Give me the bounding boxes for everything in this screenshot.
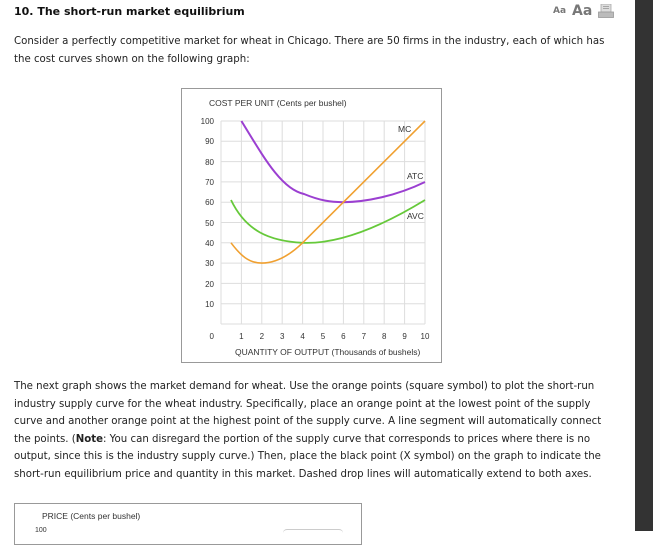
svg-text:2: 2 — [260, 332, 265, 341]
increase-font-button[interactable]: Aa — [572, 3, 593, 19]
svg-text:6: 6 — [341, 332, 346, 341]
price-axis-label: PRICE (Cents per bushel) — [42, 511, 141, 521]
printer-icon[interactable] — [598, 4, 615, 18]
atc-label: ATC — [407, 171, 423, 181]
atc-curve — [240, 120, 426, 204]
svg-text:70: 70 — [205, 178, 214, 187]
instruction-line: curve and another orange point at the hi… — [14, 416, 602, 427]
x-axis-label: QUANTITY OF OUTPUT (Thousands of bushels… — [235, 347, 420, 357]
avc-curve — [230, 199, 426, 244]
svg-text:90: 90 — [205, 137, 214, 146]
svg-text:30: 30 — [205, 259, 214, 268]
x-axis-ticks: 1 2 3 4 5 6 7 8 9 10 — [239, 332, 430, 341]
instruction-line: short-run equilibrium price and quantity… — [14, 468, 592, 480]
svg-text:60: 60 — [205, 198, 214, 207]
decrease-font-button[interactable]: Aa — [553, 6, 567, 16]
scrollbar-panel[interactable] — [635, 0, 653, 531]
intro-line: the cost curves shown on the following g… — [14, 53, 250, 65]
svg-text:7: 7 — [362, 332, 367, 341]
main-content: 10. The short-run market equilibrium Aa … — [14, 3, 615, 545]
note-label: Note — [75, 433, 104, 445]
y-axis-label: COST PER UNIT (Cents per bushel) — [209, 98, 347, 108]
svg-text:80: 80 — [205, 158, 214, 167]
question-title: 10. The short-run market equilibrium — [14, 5, 245, 18]
svg-text:40: 40 — [205, 239, 214, 248]
svg-text:100: 100 — [201, 117, 215, 126]
instruction-line: the points. (Note: You can disregard the… — [14, 433, 591, 445]
svg-text:8: 8 — [382, 332, 387, 341]
svg-text:0: 0 — [210, 332, 215, 341]
cost-curves-graph: MC ATC AVC 100 90 80 70 60 50 40 30 20 1… — [181, 88, 442, 363]
instruction-line: industry supply curve for the wheat indu… — [14, 398, 591, 410]
intro-line: Consider a perfectly competitive market … — [14, 36, 605, 47]
svg-text:20: 20 — [205, 280, 214, 289]
mc-label: MC — [398, 124, 411, 134]
instructions-paragraph: The next graph shows the market demand f… — [14, 378, 614, 483]
svg-text:5: 5 — [321, 332, 326, 341]
graph-palette-box[interactable] — [283, 529, 343, 540]
svg-text:50: 50 — [205, 219, 214, 228]
mc-curve — [230, 120, 426, 264]
avc-label: AVC — [407, 211, 424, 221]
instruction-line: The next graph shows the market demand f… — [14, 381, 595, 392]
svg-text:9: 9 — [402, 332, 407, 341]
grid — [220, 120, 426, 325]
svg-text:1: 1 — [239, 332, 244, 341]
cost-curves-chart: MC ATC AVC 100 90 80 70 60 50 40 30 20 1… — [201, 98, 430, 357]
intro-paragraph: Consider a perfectly competitive market … — [14, 33, 614, 68]
toolbar: Aa Aa — [553, 3, 615, 19]
instruction-line: output, since this is the industry suppl… — [14, 451, 601, 462]
market-demand-graph[interactable]: PRICE (Cents per bushel) 100 — [14, 503, 362, 545]
svg-text:10: 10 — [421, 332, 430, 341]
y-axis-ticks: 100 90 80 70 60 50 40 30 20 10 0 — [201, 117, 215, 341]
svg-text:4: 4 — [300, 332, 305, 341]
svg-text:10: 10 — [205, 300, 214, 309]
svg-text:3: 3 — [280, 332, 285, 341]
